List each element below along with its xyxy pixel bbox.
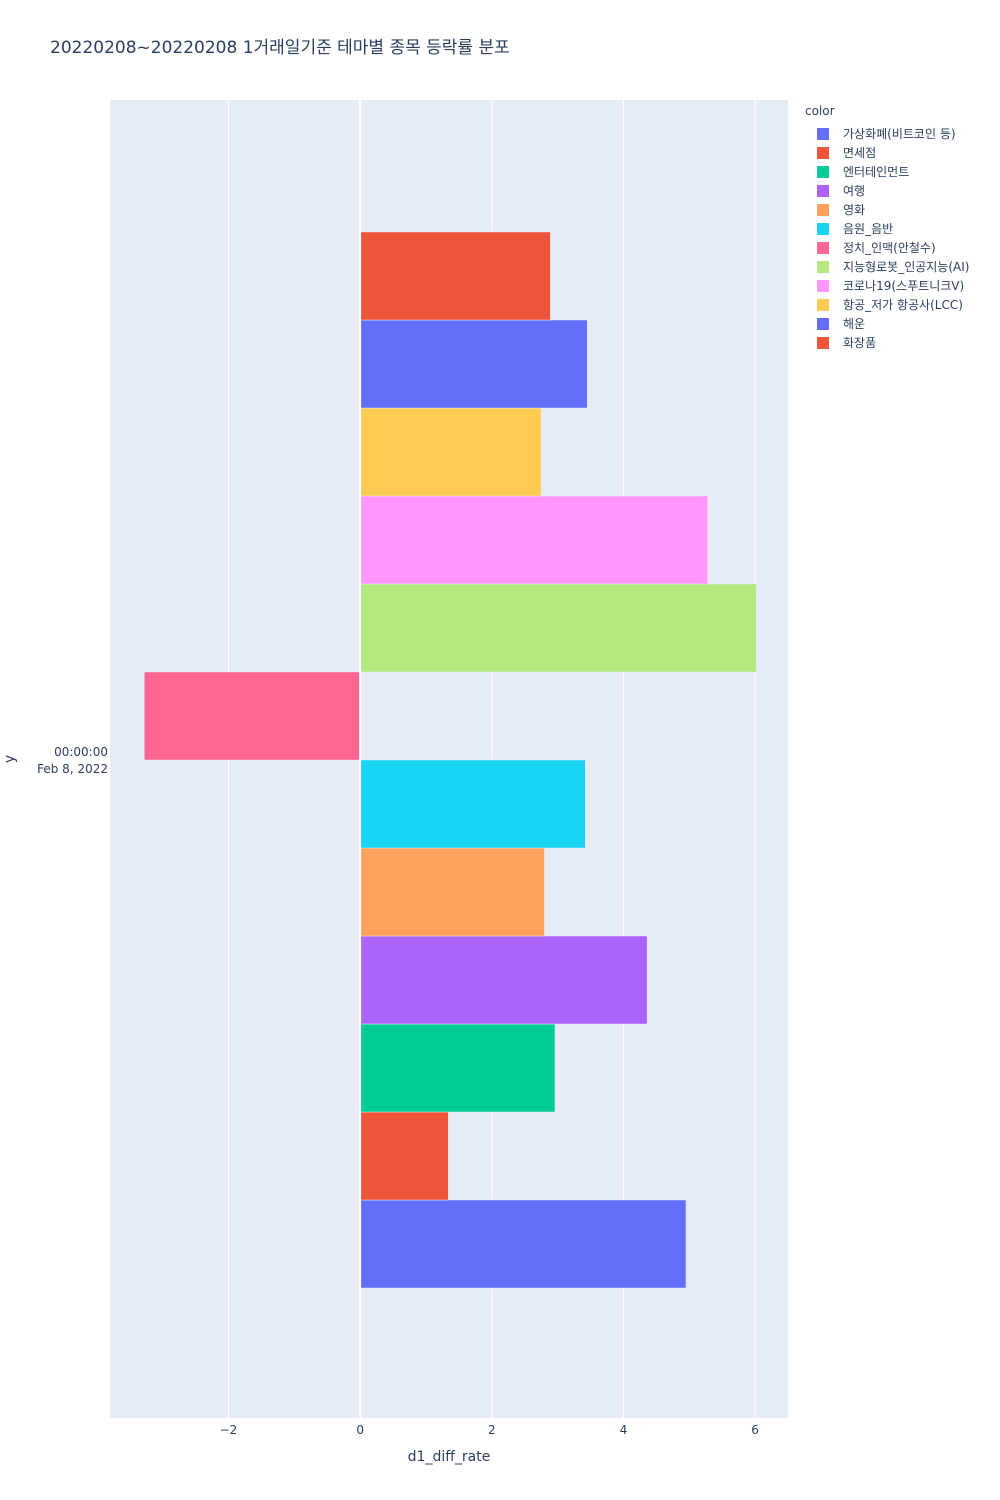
legend-label: 화장품 xyxy=(843,336,877,350)
bar[interactable] xyxy=(359,1111,449,1201)
legend-swatch xyxy=(817,203,829,216)
bar[interactable] xyxy=(359,1199,687,1289)
legend-item[interactable]: 여행 xyxy=(805,181,969,200)
x-tick-label: 0 xyxy=(356,1423,364,1437)
x-axis-title: d1_diff_rate xyxy=(408,1449,491,1465)
legend-item[interactable]: 가상화폐(비트코인 등) xyxy=(805,124,969,143)
legend-swatch xyxy=(817,165,829,178)
bar-series xyxy=(143,231,757,1289)
legend-swatch xyxy=(817,184,829,197)
bar[interactable] xyxy=(359,935,648,1025)
y-axis-title: y xyxy=(2,755,18,763)
legend-swatch xyxy=(817,146,829,159)
legend-swatch xyxy=(817,260,829,273)
legend-label: 여행 xyxy=(843,184,866,198)
legend-item[interactable]: 항공_저가 항공사(LCC) xyxy=(805,295,969,314)
bar[interactable] xyxy=(359,495,708,585)
bar[interactable] xyxy=(359,319,588,409)
bar[interactable] xyxy=(359,847,545,937)
chart-title: 20220208~20220208 1거래일기준 테마별 종목 등락률 분포 xyxy=(50,38,510,58)
y-tick-label-date: Feb 8, 2022 xyxy=(37,762,108,776)
legend-swatch xyxy=(817,279,829,292)
legend-item[interactable]: 화장품 xyxy=(805,333,969,352)
legend-label: 가상화폐(비트코인 등) xyxy=(843,127,956,141)
legend-label: 영화 xyxy=(843,203,866,217)
legend-label: 항공_저가 항공사(LCC) xyxy=(843,298,963,312)
legend-swatch xyxy=(817,336,829,349)
legend-item[interactable]: 정치_인맥(안철수) xyxy=(805,238,969,257)
bar[interactable] xyxy=(359,759,586,849)
y-tick-label-time: 00:00:00 xyxy=(54,745,108,759)
x-tick-label: 6 xyxy=(751,1423,759,1437)
legend-label: 지능형로봇_인공지능(AI) xyxy=(843,260,970,274)
legend-label: 정치_인맥(안철수) xyxy=(843,241,936,255)
legend-swatch xyxy=(817,298,829,311)
x-tick-label: −2 xyxy=(220,1423,238,1437)
legend-item[interactable]: 음원_음반 xyxy=(805,219,969,238)
legend-label: 음원_음반 xyxy=(843,222,894,236)
x-tick-label: 2 xyxy=(488,1423,496,1437)
legend-item[interactable]: 영화 xyxy=(805,200,969,219)
legend-item[interactable]: 해운 xyxy=(805,314,969,333)
legend-item[interactable]: 코로나19(스푸트니크V) xyxy=(805,276,969,295)
bar[interactable] xyxy=(359,1023,556,1113)
legend-title: color xyxy=(805,104,835,118)
legend-swatch xyxy=(817,241,829,254)
x-tick-label: 4 xyxy=(620,1423,628,1437)
x-tick-labels: −2 0 2 4 6 xyxy=(220,1423,759,1437)
bar[interactable] xyxy=(359,231,551,321)
legend-item[interactable]: 지능형로봇_인공지능(AI) xyxy=(805,257,969,276)
legend-label: 엔터테인먼트 xyxy=(843,165,910,179)
bar[interactable] xyxy=(359,583,757,673)
legend-swatch xyxy=(817,317,829,330)
legend-label: 면세점 xyxy=(843,146,877,160)
legend-label: 해운 xyxy=(843,317,866,331)
bar[interactable] xyxy=(359,407,542,497)
legend-swatch xyxy=(817,222,829,235)
legend-item[interactable]: 엔터테인먼트 xyxy=(805,162,969,181)
legend-swatch xyxy=(817,127,829,140)
legend-label: 코로나19(스푸트니크V) xyxy=(843,279,965,293)
bar[interactable] xyxy=(143,671,361,761)
legend-item[interactable]: 면세점 xyxy=(805,143,969,162)
